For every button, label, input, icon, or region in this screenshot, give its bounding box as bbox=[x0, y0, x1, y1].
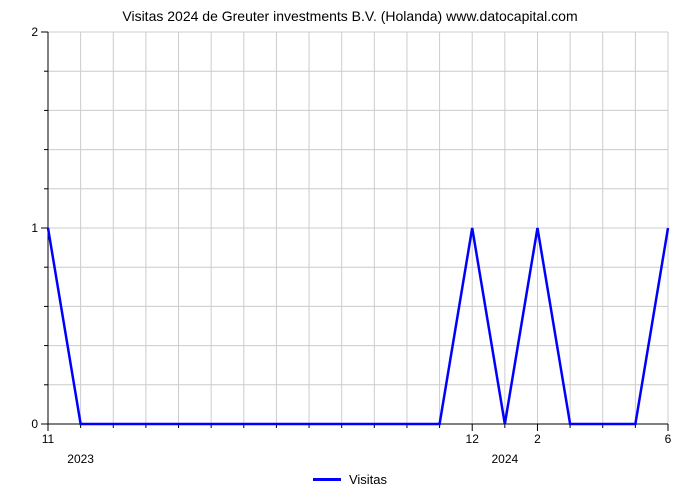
x-tick-label: 6 bbox=[665, 432, 672, 446]
x-tick-label: 12 bbox=[466, 432, 479, 446]
x-tick-label: 2 bbox=[534, 432, 541, 446]
x-group-label: 2023 bbox=[67, 452, 94, 466]
grid-major-y bbox=[48, 32, 668, 424]
legend-label: Visitas bbox=[349, 472, 387, 487]
x-tick-label: 11 bbox=[42, 432, 54, 446]
y-tick-label: 2 bbox=[8, 25, 38, 39]
legend-swatch bbox=[313, 478, 341, 481]
y-tick-label: 1 bbox=[8, 221, 38, 235]
y-ticks bbox=[41, 32, 48, 424]
y-tick-label: 0 bbox=[8, 417, 38, 431]
legend: Visitas bbox=[0, 472, 700, 487]
chart-plot bbox=[28, 22, 700, 474]
x-group-label: 2024 bbox=[491, 452, 518, 466]
series-line bbox=[48, 228, 668, 424]
chart-container: { "chart": { "type": "line", "title": "V… bbox=[0, 0, 700, 500]
